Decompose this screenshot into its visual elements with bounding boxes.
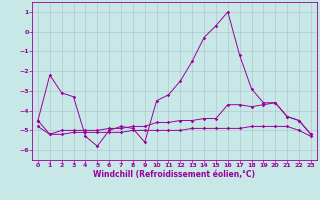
X-axis label: Windchill (Refroidissement éolien,°C): Windchill (Refroidissement éolien,°C) [93,170,255,179]
